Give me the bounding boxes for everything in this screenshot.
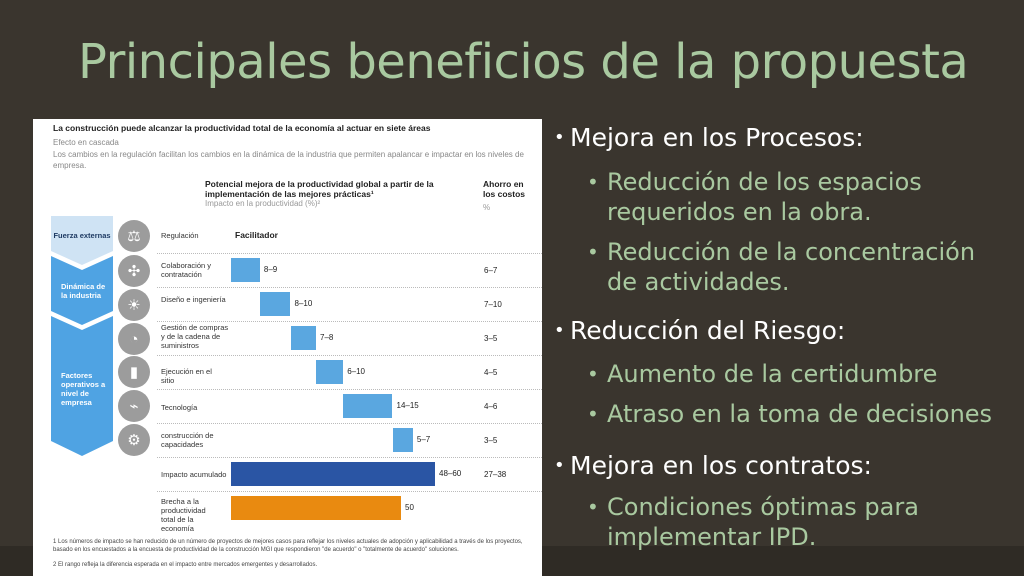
row-separator [157,253,542,254]
circuit-icon: ⌁ [118,390,150,422]
improvement-column-title: Potencial mejora de la productividad glo… [205,179,434,199]
waterfall-bar [392,428,413,452]
sub-bullet: • Condiciones óptimas para implementar IP… [587,493,919,551]
bullet-procesos: • Mejora en los Procesos: [554,123,864,152]
cost-value: 6–7 [484,266,498,275]
waterfall-value-label: 50 [405,503,414,512]
row-label-brecha: Brecha a la productividad total de la ec… [161,497,206,533]
chart-figure: La construcción puede alcanzar la produc… [33,119,542,576]
waterfall-value-label: 5–7 [416,435,431,444]
cost-value: 27–38 [484,470,507,479]
row-label-tecnologia: Tecnología [161,403,198,412]
waterfall-bar [231,496,401,520]
head-gear-icon: ⚙ [118,424,150,456]
waterfall-value-label: 8–9 [263,265,278,274]
cost-value: 4–6 [484,402,498,411]
row-label-colaboracion: Colaboración y contratación [161,261,212,279]
sub-bullet: • Reducción de la concentración de activi… [587,238,976,296]
footnote-2: 2 El rango refleja la diferencia esperad… [53,562,318,568]
chevron-operational-label: Factores operativos a nivel de empresa [61,371,106,407]
waterfall-value-label: 14–15 [396,401,419,410]
waterfall-value-label: 48–60 [439,469,462,478]
row-label-diseno: Diseño e ingeniería [161,295,226,304]
waterfall-value-label: 7–8 [320,333,334,342]
waterfall-value-label: 8–10 [294,299,313,308]
row-separator [157,491,542,492]
figure-description: Los cambios en la regulación facilitan l… [53,150,524,170]
row-separator [157,321,542,322]
row-label-impacto: Impacto acumulado [161,470,227,479]
sub-bullet: • Aumento de la certidumbre [587,360,938,388]
waterfall-bar [231,258,260,282]
bar-chart-icon: ▮ [118,356,150,388]
row-label-capacidades: construcción de capacidades [161,431,214,449]
slide-title: Principales beneficios de la propuesta [78,34,969,90]
chevron-external-label: Fuerza externas [53,231,111,240]
chevron-industry [51,256,113,325]
chevron-industry-label: Dinámica de la industria [61,282,106,300]
waterfall-bar [316,360,344,384]
cost-value: 3–5 [484,334,498,343]
row-separator [157,423,542,424]
facilitator-label: Facilitador [235,230,278,240]
bullet-riesgo: • Reducción del Riesgo: [554,316,846,345]
bullet-contratos: • Mejora en los contratos: [554,451,872,480]
cascade-chevrons [51,216,113,456]
cost-value: 7–10 [484,300,502,309]
footnote-1: 1 Los números de impacto se han reducido… [53,539,523,553]
waterfall-bar [290,326,316,350]
sub-bullet: • Atraso en la toma de decisiones [587,400,993,428]
figure-heading: La construcción puede alcanzar la produc… [53,123,431,133]
row-label-regulacion: Regulación [161,231,199,240]
savings-column-title: Ahorro en los costos [483,179,526,199]
cost-value: 4–5 [484,368,498,377]
stamp-icon: ⚖ [118,220,150,252]
improvement-column-subtitle: Impacto en la productividad (%)² [205,199,321,208]
row-label-compras: Gestión de compras y de la cadena de sum… [161,323,229,350]
row-separator [157,355,542,356]
waterfall-value-label: 6–10 [347,367,365,376]
chevron-operational [51,316,113,456]
chevron-external [51,216,113,265]
lightbulb-icon: ☀ [118,289,150,321]
row-separator [157,287,542,288]
cost-value: 3–5 [484,436,498,445]
row-label-ejecucion: Ejecución en el sitio [161,367,212,385]
savings-column-subtitle: % [483,203,491,212]
waterfall-bar [259,292,291,316]
waterfall-bar [343,394,393,418]
gauge-icon: ◔ [118,323,150,355]
row-separator [157,457,542,458]
waterfall-bar [231,462,435,486]
sub-bullet: • Reducción de los espacios requeridos en… [587,168,922,226]
figure-subheading: Efecto en cascada [53,138,119,147]
network-icon: ✣ [118,255,150,287]
row-separator [157,389,542,390]
